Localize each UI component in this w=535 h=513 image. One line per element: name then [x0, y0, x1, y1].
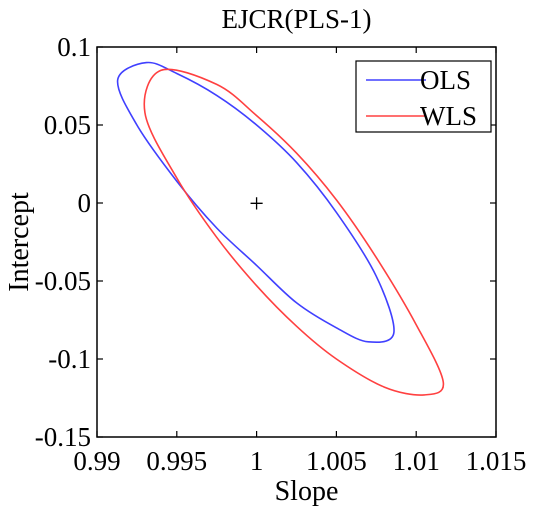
y-tick-label: -0.15 [35, 422, 91, 452]
y-tick-label: -0.1 [48, 344, 91, 374]
y-tick-label: -0.05 [35, 266, 91, 296]
y-tick-label: 0.05 [44, 110, 91, 140]
x-axis-label: Slope [275, 476, 339, 507]
legend-box [355, 60, 492, 133]
center-marker: + [249, 189, 264, 218]
axis-ticks: 0.99 0.995 1 1.005 1.01 1.015 0.1 0.05 0 -0.05 -0.… [35, 32, 527, 476]
x-tick-label: 1.015 [466, 446, 527, 476]
series-ols-line [116, 61, 395, 344]
legend-label-wls: WLS [420, 101, 477, 131]
y-axis-label: Intercept [4, 192, 35, 292]
chart-title: EJCR(PLS-1) [221, 4, 371, 34]
x-tick-label: 1.005 [306, 446, 367, 476]
legend-label-ols: OLS [420, 65, 471, 95]
x-tick-label: 0.99 [73, 446, 120, 476]
series-wls-line [143, 68, 445, 396]
legend: OLS WLS [355, 60, 492, 133]
x-tick-label: 1 [250, 446, 264, 476]
y-tick-label: 0.1 [57, 32, 91, 62]
x-tick-label: 0.995 [146, 446, 207, 476]
x-tick-label: 1.01 [393, 446, 440, 476]
series-group [116, 61, 445, 396]
center-marker-group: + [249, 189, 264, 218]
plot-area-frame [96, 46, 497, 438]
y-tick-label: 0 [78, 188, 92, 218]
